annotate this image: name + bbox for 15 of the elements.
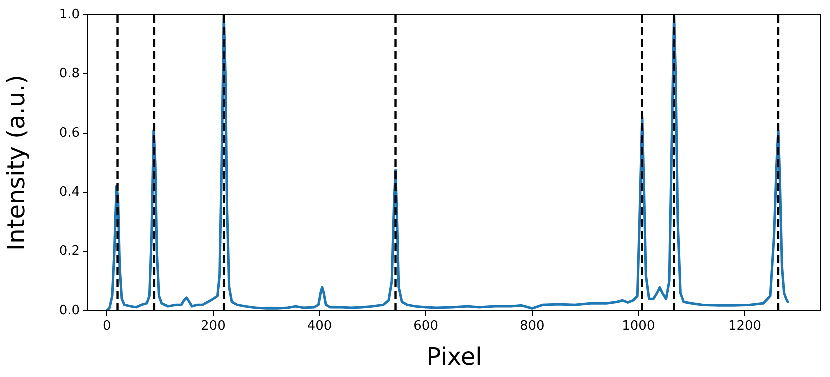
x-tick-label: 800	[520, 319, 545, 334]
x-tick-label: 200	[201, 319, 226, 334]
y-tick-label: 0.2	[59, 244, 80, 260]
y-tick-label: 0.8	[59, 66, 80, 82]
x-axis-title: Pixel	[426, 342, 482, 371]
y-tick-label: 0.4	[59, 184, 80, 200]
x-tick-label: 600	[414, 319, 438, 334]
x-tick-label: 0	[102, 319, 112, 334]
y-tick-label: 1.0	[59, 7, 80, 22]
x-tick-label: 400	[307, 319, 332, 334]
y-tick-label: 0.0	[59, 303, 80, 318]
y-tick-label: 0.6	[59, 126, 80, 141]
x-tick-label: 1000	[622, 319, 656, 334]
y-axis-title: Intensity (a.u.)	[2, 75, 31, 251]
x-tick-label: 1200	[728, 319, 762, 334]
